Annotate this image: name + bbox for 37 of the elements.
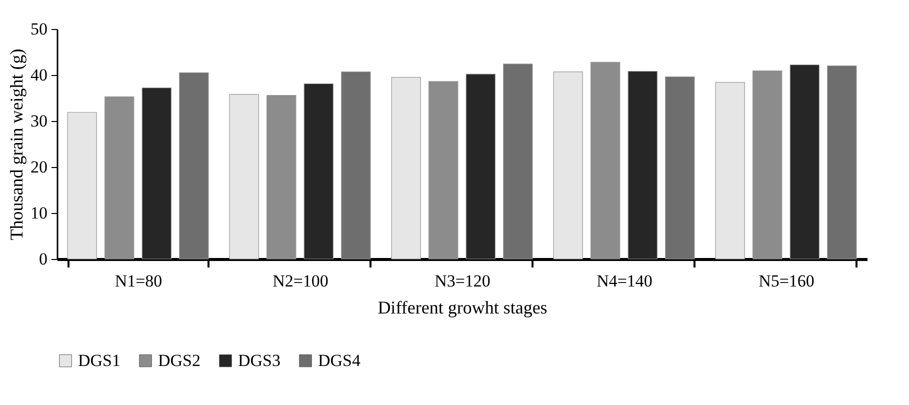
legend-label: DGS4 bbox=[318, 350, 362, 370]
x-tick-label: N1=80 bbox=[114, 272, 162, 290]
x-tick-label: N2=100 bbox=[272, 272, 328, 290]
y-tick-label: 40 bbox=[30, 66, 48, 84]
x-tick-label: N4=140 bbox=[596, 272, 652, 290]
bar bbox=[266, 94, 296, 260]
bar bbox=[790, 64, 820, 260]
bar bbox=[665, 76, 695, 260]
bar bbox=[628, 71, 658, 260]
y-tick-label: 20 bbox=[30, 158, 48, 176]
y-axis-title: Thousand grain weight (g) bbox=[6, 48, 26, 240]
x-axis-title: Different growht stages bbox=[378, 298, 548, 318]
y-tick-label: 30 bbox=[30, 112, 48, 130]
bar bbox=[590, 62, 620, 260]
bar bbox=[341, 71, 371, 260]
bar bbox=[67, 112, 97, 260]
bar bbox=[428, 81, 458, 260]
bar bbox=[391, 77, 421, 260]
y-tick-label: 0 bbox=[39, 250, 48, 268]
bar bbox=[466, 74, 496, 260]
y-tick-label: 50 bbox=[30, 20, 48, 38]
legend-label: DGS2 bbox=[158, 350, 201, 370]
x-tick-label: N5=160 bbox=[758, 272, 814, 290]
bar bbox=[553, 71, 583, 260]
legend-label: DGS3 bbox=[238, 350, 281, 370]
bar bbox=[229, 94, 259, 260]
y-tick-label: 10 bbox=[30, 204, 48, 222]
bar bbox=[715, 82, 745, 260]
x-tick-label: N3=120 bbox=[434, 272, 490, 290]
bar bbox=[104, 96, 134, 260]
bar bbox=[142, 88, 172, 260]
bar bbox=[503, 64, 533, 260]
bar bbox=[752, 70, 782, 260]
legend-label: DGS1 bbox=[78, 350, 121, 370]
bar bbox=[179, 72, 209, 260]
bar bbox=[827, 66, 857, 260]
bar bbox=[304, 83, 334, 260]
